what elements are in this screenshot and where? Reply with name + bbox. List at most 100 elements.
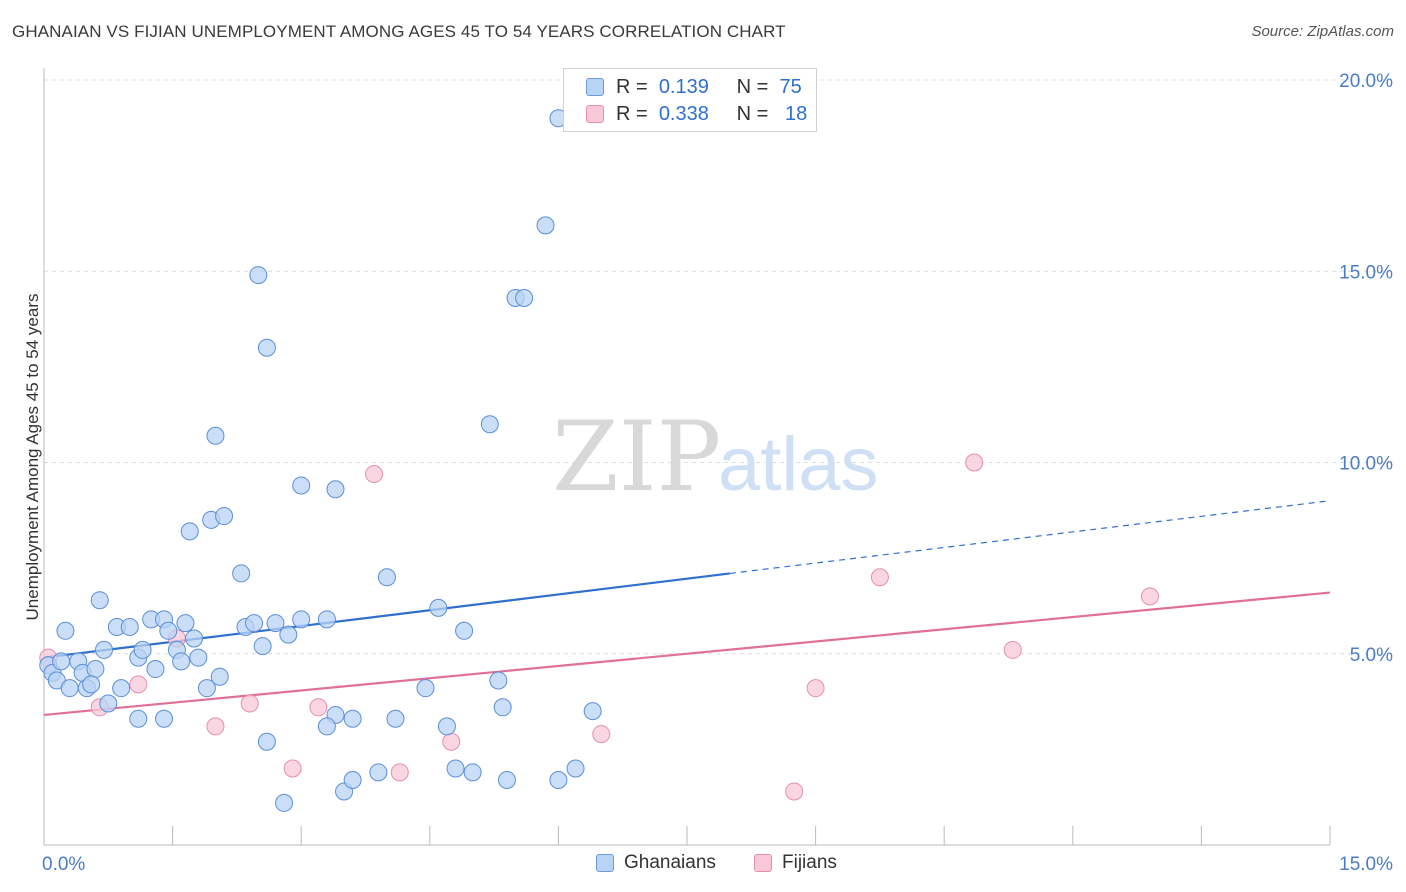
ghanaians-point	[497, 770, 516, 789]
ghanaians-point	[480, 415, 499, 434]
ghanaians-point	[95, 640, 114, 659]
ghanaians-point	[489, 671, 508, 690]
legend-row-ghanaians: R = 0.139 N = 75	[586, 75, 802, 99]
ghanaians-point	[493, 698, 512, 717]
ghanaians-point	[189, 648, 208, 667]
x-tick-label: 0.0%	[42, 854, 85, 875]
bottom-legend-fijians: Fijians	[754, 852, 837, 874]
fijians-point	[390, 763, 409, 782]
ghanaians-point	[99, 694, 118, 713]
tick-labels: 5.0% 10.0% 15.0% 20.0% 0.0% 15.0%	[42, 71, 1393, 875]
ghanaians-point	[60, 679, 79, 698]
fijians-point	[806, 679, 825, 698]
fijians-trend-line	[43, 591, 1331, 717]
n-value: 75	[779, 75, 802, 98]
correlation-legend: R = 0.139 N = 75 R = 0.338 N = 18	[563, 68, 817, 132]
fijians-point	[592, 725, 611, 744]
ghanaians-point	[82, 675, 101, 694]
ghanaians-point	[159, 621, 178, 640]
r-label: R =	[616, 102, 648, 125]
ghanaians-point	[257, 732, 276, 751]
ghanaians-point	[343, 770, 362, 789]
fijians-points	[39, 453, 1159, 801]
ghanaians-point	[583, 702, 602, 721]
fijians-point	[206, 717, 225, 736]
ghanaians-point	[326, 480, 345, 499]
y-tick-label: 20.0%	[1339, 71, 1393, 92]
ghanaians-point	[317, 717, 336, 736]
ghanaians-point	[176, 614, 195, 633]
ghanaians-points	[39, 109, 602, 812]
y-tick-label: 10.0%	[1339, 454, 1393, 475]
ghanaians-point	[317, 610, 336, 629]
watermark-atlas: atlas	[718, 422, 879, 507]
ghanaians-point	[266, 614, 285, 633]
ghanaians-trend-extension	[729, 500, 1331, 575]
ghanaians-point	[90, 591, 109, 610]
ghanaians-point	[133, 640, 152, 659]
ghanaians-point	[386, 709, 405, 728]
ghanaians-point	[416, 679, 435, 698]
fijians-swatch	[754, 854, 772, 872]
legend-row-fijians: R = 0.338 N = 18	[586, 102, 807, 126]
r-label: R =	[616, 75, 648, 98]
fijians-point	[240, 694, 259, 713]
watermark-zip: ZIP	[552, 401, 721, 513]
grid-lines	[44, 79, 1392, 655]
fijians-swatch	[586, 105, 604, 123]
ghanaians-point	[249, 266, 268, 285]
y-tick-label: 15.0%	[1339, 262, 1393, 283]
r-value: 0.139	[658, 75, 709, 98]
chart-title: GHANAIAN VS FIJIAN UNEMPLOYMENT AMONG AG…	[12, 22, 786, 41]
fijians-point	[870, 568, 889, 587]
r-value: 0.338	[658, 102, 709, 125]
fijians-point	[283, 759, 302, 778]
ghanaians-point	[515, 289, 534, 308]
ghanaians-point	[185, 629, 204, 648]
n-label: N =	[736, 102, 769, 125]
ghanaians-point	[120, 617, 139, 636]
ghanaians-point	[377, 568, 396, 587]
ghanaians-point	[206, 426, 225, 445]
fijians-point	[965, 453, 984, 472]
ghanaians-point	[180, 522, 199, 541]
ghanaians-point	[446, 759, 465, 778]
ghanaians-point	[292, 476, 311, 495]
n-value: 18	[785, 102, 808, 125]
fijians-point	[365, 464, 384, 483]
ghanaians-point	[343, 709, 362, 728]
ghanaians-swatch	[586, 78, 604, 96]
trend-lines	[43, 500, 1331, 717]
fijians-point	[309, 698, 328, 717]
y-tick-label: 5.0%	[1350, 645, 1393, 666]
x-tick-label: 15.0%	[1339, 854, 1393, 875]
ghanaians-point	[56, 621, 75, 640]
ghanaians-point	[437, 717, 456, 736]
fijians-point	[1140, 587, 1159, 606]
y-axis-title: Unemployment Among Ages 45 to 54 years	[23, 294, 42, 621]
ghanaians-point	[232, 564, 251, 583]
ghanaians-point	[197, 679, 216, 698]
ghanaians-point	[86, 660, 105, 679]
ghanaians-point	[253, 637, 272, 656]
ghanaians-label: Ghanaians	[624, 852, 716, 873]
ghanaians-point	[52, 652, 71, 671]
ghanaians-point	[455, 621, 474, 640]
fijians-point	[785, 782, 804, 801]
ghanaians-point	[429, 598, 448, 617]
fijians-point	[1003, 640, 1022, 659]
ghanaians-point	[369, 763, 388, 782]
fijians-point	[442, 732, 461, 751]
ghanaians-point	[155, 709, 174, 728]
n-label: N =	[736, 75, 769, 98]
ghanaians-point	[210, 667, 229, 686]
ghanaians-point	[463, 763, 482, 782]
ghanaians-point	[112, 679, 131, 698]
ghanaians-point	[549, 770, 568, 789]
fijians-label: Fijians	[782, 852, 837, 873]
bottom-legend-ghanaians: Ghanaians	[596, 852, 716, 874]
ghanaians-trend-line	[43, 572, 731, 659]
ghanaians-point	[536, 216, 555, 235]
ghanaians-point	[275, 793, 294, 812]
